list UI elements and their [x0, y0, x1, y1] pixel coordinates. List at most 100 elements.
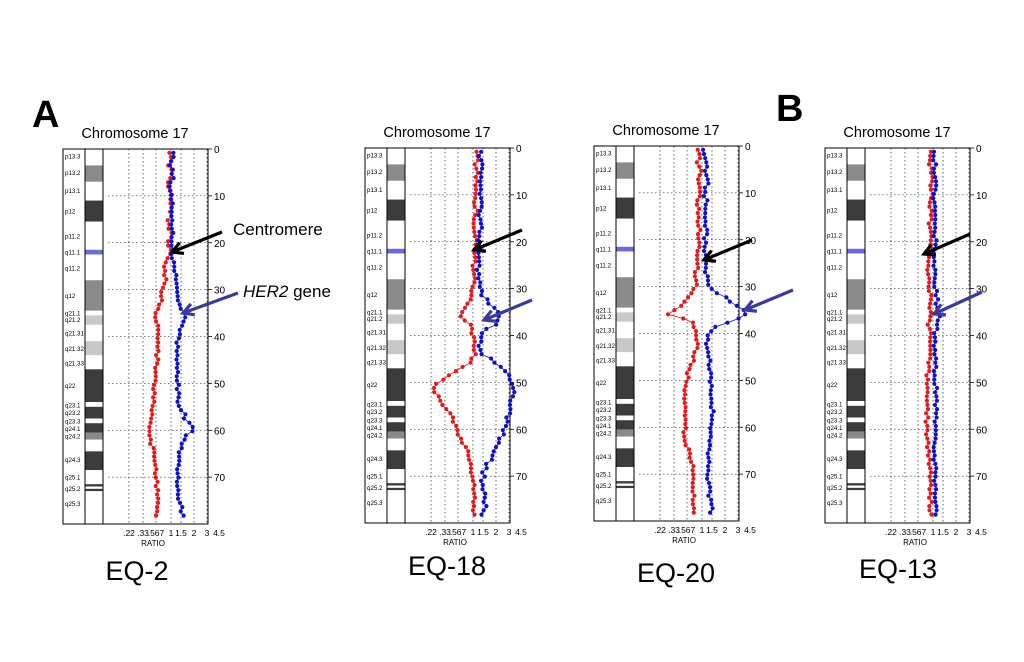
data-point-red	[156, 340, 161, 345]
data-point-blue	[707, 438, 712, 443]
data-point-red	[157, 302, 162, 307]
data-point-blue	[704, 173, 709, 178]
data-point-blue	[175, 471, 180, 476]
data-point-red	[925, 407, 931, 412]
data-point-red	[928, 470, 934, 475]
data-point-blue	[932, 200, 937, 205]
ideogram-band	[387, 309, 405, 315]
x-tick-label: 3	[205, 528, 210, 538]
data-point-blue	[711, 409, 716, 414]
data-point-blue	[486, 301, 491, 306]
data-point-blue	[933, 187, 938, 192]
data-point-blue	[706, 468, 711, 473]
data-point-blue	[934, 288, 940, 294]
band-label: p13.3	[367, 153, 383, 160]
data-point-blue	[933, 242, 938, 247]
data-point-red	[147, 429, 152, 434]
data-point-blue	[169, 235, 174, 240]
y-tick-label: 60	[214, 426, 226, 437]
data-point-red	[925, 385, 930, 391]
data-point-blue	[484, 461, 489, 466]
data-point-red	[926, 272, 931, 277]
data-point-red	[927, 276, 932, 281]
data-point-red	[472, 200, 477, 205]
ideogram-band	[387, 368, 405, 402]
data-point-red	[465, 301, 470, 306]
data-point-red	[928, 153, 933, 159]
data-point-blue	[168, 188, 173, 193]
data-point-blue	[709, 329, 714, 334]
data-point-red	[448, 411, 453, 416]
data-point-blue	[934, 183, 939, 188]
band-label: q21.1	[65, 311, 81, 318]
ideogram-band	[387, 220, 405, 249]
data-point-red	[166, 243, 171, 248]
band-label: q21.32	[65, 346, 84, 353]
data-point-blue	[170, 201, 175, 206]
data-point-red	[693, 333, 699, 338]
data-point-red	[928, 356, 933, 361]
data-point-red	[928, 229, 934, 234]
data-point-blue	[705, 232, 710, 237]
data-point-red	[156, 488, 161, 493]
data-point-blue	[481, 499, 486, 504]
data-point-red	[691, 472, 696, 477]
centromere-arrow-icon	[700, 238, 753, 263]
data-point-blue	[507, 373, 512, 378]
data-point-blue	[705, 198, 710, 203]
data-point-red	[928, 183, 933, 188]
data-point-red	[927, 364, 932, 369]
data-point-blue	[178, 306, 183, 311]
ideogram-band	[847, 487, 865, 491]
data-point-red	[153, 319, 159, 324]
data-point-blue	[477, 272, 482, 277]
data-point-blue	[174, 348, 179, 354]
x-tick-label: 3	[967, 527, 972, 537]
data-point-red	[925, 322, 930, 327]
data-point-red	[692, 493, 697, 498]
data-point-red	[665, 312, 671, 317]
data-point-red	[928, 457, 933, 462]
ideogram-band	[387, 405, 405, 418]
data-point-red	[926, 440, 931, 445]
band-label: p12	[65, 208, 76, 215]
x-tick-label: 2	[723, 525, 728, 535]
data-point-red	[153, 315, 158, 320]
data-point-red	[929, 217, 934, 222]
data-point-blue	[478, 221, 483, 226]
data-point-blue	[932, 373, 937, 378]
data-point-blue	[708, 426, 713, 431]
data-point-blue	[495, 318, 500, 323]
data-point-red	[473, 183, 478, 188]
data-point-red	[473, 259, 478, 264]
data-point-blue	[175, 353, 180, 358]
ideogram-band	[616, 488, 634, 521]
ideogram-band	[387, 323, 405, 341]
data-point-blue	[174, 365, 179, 370]
ideogram-band	[85, 484, 103, 487]
data-point-red	[925, 436, 930, 441]
data-point-red	[927, 158, 933, 163]
data-point-red	[153, 370, 158, 375]
data-point-blue	[187, 420, 192, 425]
band-label: p13.1	[65, 188, 81, 195]
ideogram-band	[616, 415, 634, 421]
data-point-red	[468, 470, 473, 475]
ideogram-band	[387, 450, 405, 470]
data-point-red	[466, 453, 471, 458]
ideogram-outline	[615, 145, 635, 522]
data-point-blue	[932, 491, 938, 496]
data-point-red	[696, 215, 701, 220]
ideogram-band	[616, 146, 634, 163]
data-point-red	[149, 408, 154, 413]
data-point-red	[155, 361, 160, 366]
data-point-blue	[512, 390, 517, 395]
x-tick-label: .33	[439, 527, 451, 537]
data-point-red	[469, 288, 474, 294]
data-point-blue	[177, 302, 182, 307]
data-point-blue	[491, 449, 496, 454]
ideogram-band	[847, 438, 865, 451]
data-point-blue	[176, 382, 181, 387]
data-point-red	[151, 386, 156, 392]
data-point-red	[682, 400, 687, 405]
